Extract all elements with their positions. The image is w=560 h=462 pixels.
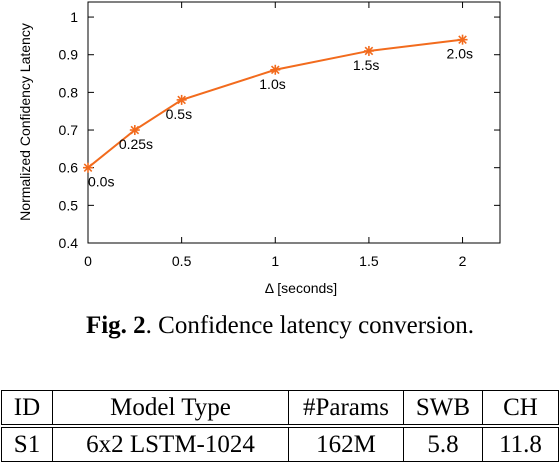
y-axis: 0.4 0.5 0.6 0.7 0.8 0.9 1 bbox=[59, 9, 500, 251]
y-axis-title: Normalized Confidency Latency bbox=[17, 23, 33, 221]
y-tick-label: 1 bbox=[70, 9, 78, 25]
point-label: 1.5s bbox=[353, 57, 379, 73]
data-point bbox=[129, 125, 140, 136]
y-tick-label: 0.7 bbox=[59, 122, 79, 138]
line-chart: 0.40.50.60.70.80.91 0 0.5 1 1.5 2 0.0s0.25s0… bbox=[17, 1, 501, 296]
y-tick-label: 0.4 bbox=[59, 235, 79, 251]
series-line bbox=[87, 38, 463, 169]
data-point bbox=[176, 94, 187, 105]
point-label: 0.25s bbox=[119, 136, 153, 152]
figure-caption: Fig. 2. Confidence latency conversion. bbox=[0, 312, 560, 340]
cell-params: 162M bbox=[288, 424, 404, 462]
y-tick-label: 0.8 bbox=[59, 84, 79, 100]
figure-label: Fig. 2 bbox=[85, 312, 146, 339]
point-label: 2.0s bbox=[447, 46, 473, 62]
header-swb: SWB bbox=[403, 390, 483, 427]
point-label: 0.0s bbox=[88, 174, 114, 190]
series-markers bbox=[83, 34, 468, 173]
x-tick-label: 1.5 bbox=[359, 253, 379, 269]
header-model-type: Model Type bbox=[52, 390, 289, 427]
y-tick-label: 0.9 bbox=[59, 47, 79, 63]
x-tick-label: 0 bbox=[84, 253, 92, 269]
figure-caption-text: . Confidence latency conversion. bbox=[145, 312, 475, 339]
point-labels: 0.0s 0.25s 0.5s 1.0s 1.5s 2.0s bbox=[88, 46, 473, 190]
x-axis-title: Δ [seconds] bbox=[265, 280, 337, 296]
x-axis: 0 0.5 1 1.5 2 bbox=[84, 2, 467, 269]
x-tick-label: 0.5 bbox=[172, 253, 192, 269]
cell-model-type: 6x2 LSTM-1024 bbox=[52, 424, 289, 462]
table-row: S1 6x2 LSTM-1024 162M 5.8 11.8 bbox=[1, 424, 559, 462]
data-point bbox=[270, 64, 281, 75]
data-point bbox=[457, 34, 468, 45]
cell-ch: 11.8 bbox=[482, 424, 559, 462]
header-id: ID bbox=[1, 390, 53, 427]
point-label: 0.5s bbox=[166, 106, 192, 122]
data-point bbox=[83, 162, 93, 173]
x-tick-label: 1 bbox=[271, 253, 279, 269]
plot-frame bbox=[87, 1, 501, 244]
header-params: #Params bbox=[288, 390, 404, 427]
cell-id: S1 bbox=[1, 424, 53, 462]
data-point bbox=[363, 45, 374, 56]
point-label: 1.0s bbox=[259, 76, 285, 92]
y-tick-label: 0.5 bbox=[59, 197, 79, 213]
y-tick-label: 0.6 bbox=[59, 160, 79, 176]
table-header-row: ID Model Type #Params SWB CH bbox=[1, 390, 559, 427]
results-table: ID Model Type #Params SWB CH S1 6x2 LSTM… bbox=[1, 390, 559, 462]
header-ch: CH bbox=[482, 390, 559, 427]
x-tick-label: 2 bbox=[459, 253, 467, 269]
cell-swb: 5.8 bbox=[403, 424, 483, 462]
